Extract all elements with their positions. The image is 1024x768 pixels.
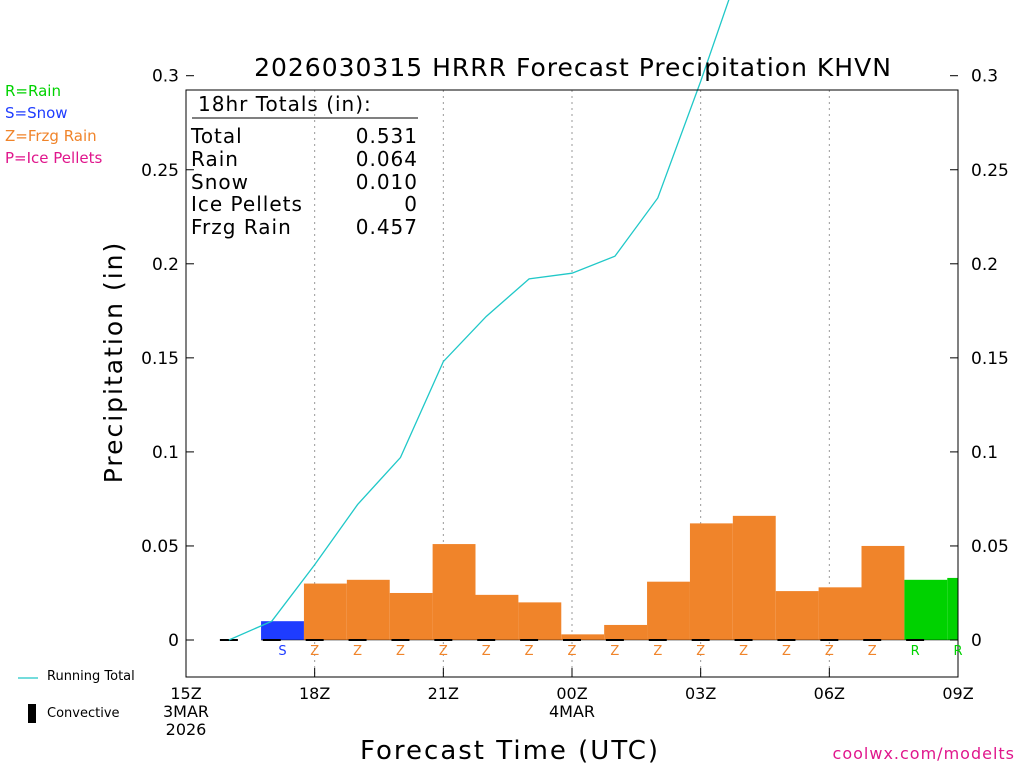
precip-type-label: Z — [610, 644, 619, 659]
y-tick-label-right: 0.3 — [971, 67, 998, 87]
x-tick-label: 03Z — [685, 684, 716, 703]
precip-bar — [604, 624, 648, 640]
y-axis-left: 00.050.10.150.20.250.30.350.40.450.50.55 — [141, 67, 194, 651]
running-total-line — [228, 0, 730, 641]
precip-type-label: Z — [782, 644, 791, 659]
y-tick-label-right: 0.05 — [971, 537, 1009, 557]
x-tick-label: 09Z — [942, 684, 973, 703]
precip-bar — [947, 577, 958, 640]
x-tick-label: 3MAR — [163, 702, 209, 721]
precip-bar — [389, 592, 433, 640]
precip-type-label: S — [278, 644, 286, 659]
y-tick-label-right: 0.15 — [971, 349, 1009, 369]
precip-bar — [261, 621, 304, 640]
totals-header: 18hr Totals (in): — [198, 92, 372, 116]
y-tick-label-left: 0.1 — [152, 443, 179, 463]
y-tick-label-left: 0.2 — [152, 255, 179, 275]
x-tick-label: 21Z — [428, 684, 459, 703]
y-tick-label-left: 0.05 — [141, 537, 179, 557]
chart-title: 2026030315 HRRR Forecast Precipitation K… — [254, 53, 892, 82]
convective-key-label: Convective — [47, 706, 120, 721]
precip-type-label: Z — [825, 644, 834, 659]
y-axis-right: 00.050.10.150.20.250.30.350.40.450.50.55 — [950, 67, 1009, 651]
precip-type-label: Z — [439, 644, 448, 659]
legend-snow: S=Snow — [5, 104, 68, 122]
x-tick-label: 18Z — [299, 684, 330, 703]
convective-key-swatch — [28, 704, 36, 723]
precip-bar — [303, 583, 347, 640]
totals-total-label: Total — [190, 124, 243, 148]
y-tick-label-right: 0.25 — [971, 161, 1009, 181]
totals-frzg-value: 0.457 — [356, 215, 418, 239]
precip-bar — [818, 587, 862, 640]
precip-type-label: Z — [868, 644, 877, 659]
credit-link[interactable]: coolwx.com/modelts — [832, 744, 1015, 763]
x-tick-label: 15Z — [170, 684, 201, 703]
y-axis-label: Precipitation (in) — [99, 241, 128, 484]
precip-type-label: R — [953, 644, 962, 659]
precip-bar — [561, 634, 605, 640]
precip-type-label: Z — [353, 644, 362, 659]
y-tick-label-left: 0.25 — [141, 161, 179, 181]
legend-rain: R=Rain — [5, 82, 61, 100]
precip-type-label: Z — [568, 644, 577, 659]
precip-bar — [775, 591, 819, 640]
precip-type-label: Z — [525, 644, 534, 659]
precip-type-label: Z — [482, 644, 491, 659]
totals-ice-label: Ice Pellets — [191, 192, 303, 216]
precip-bar — [647, 581, 690, 640]
precip-bar — [518, 602, 562, 640]
y-tick-label-left: 0.3 — [152, 67, 179, 87]
y-tick-label-right: 0.2 — [971, 255, 998, 275]
precip-bar — [689, 523, 733, 640]
totals-frzg-label: Frzg Rain — [191, 215, 292, 239]
precip-type-label: Z — [653, 644, 662, 659]
y-tick-label-right: 0 — [971, 631, 982, 651]
precip-type-label: Z — [396, 644, 405, 659]
y-tick-label-left: 0 — [168, 631, 179, 651]
x-tick-label: 00Z — [556, 684, 587, 703]
precip-bar — [904, 579, 948, 640]
precip-type-label: Z — [310, 644, 319, 659]
totals-total-value: 0.531 — [356, 124, 418, 148]
legend-ice-pellets: P=Ice Pellets — [5, 149, 103, 167]
totals-ice-value: 0 — [404, 192, 418, 216]
y-tick-label-left: 0.15 — [141, 349, 179, 369]
precip-bar — [475, 594, 519, 640]
precip-type-label: Z — [696, 644, 705, 659]
totals-snow-value: 0.010 — [356, 170, 418, 194]
totals-box: 18hr Totals (in): Total 0.531 Rain 0.064… — [190, 92, 418, 239]
precip-bar — [861, 545, 905, 640]
bars-layer — [261, 515, 958, 640]
running-total-key-label: Running Total — [47, 669, 135, 684]
totals-rain-label: Rain — [191, 147, 239, 171]
precip-bar — [732, 515, 776, 640]
precip-bar — [432, 544, 476, 640]
vertical-gridlines — [314, 90, 830, 677]
y-tick-label-right: 0.1 — [971, 443, 998, 463]
totals-rain-value: 0.064 — [356, 147, 418, 171]
x-tick-label: 2026 — [166, 720, 207, 739]
precip-bar — [346, 579, 390, 640]
totals-snow-label: Snow — [191, 170, 249, 194]
precip-type-label: R — [911, 644, 920, 659]
legend-frzg-rain: Z=Frzg Rain — [5, 127, 97, 145]
precip-type-label: Z — [739, 644, 748, 659]
x-tick-label: 4MAR — [549, 702, 595, 721]
x-axis-label: Forecast Time (UTC) — [360, 736, 660, 766]
x-tick-label: 06Z — [814, 684, 845, 703]
